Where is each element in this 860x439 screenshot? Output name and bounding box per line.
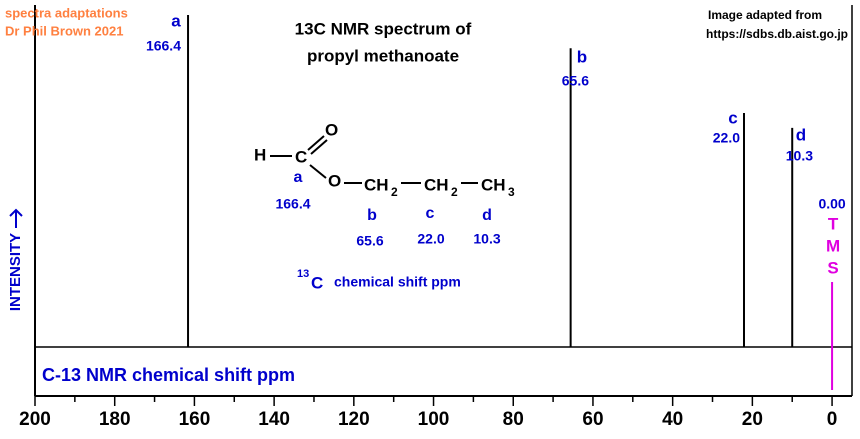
x-tick-label: 60 (582, 409, 603, 430)
credit: spectra adaptations (5, 5, 128, 20)
reference-label: 0.00 (818, 196, 845, 212)
reference-letter: T (828, 214, 839, 233)
carbon-shift: 166.4 (275, 196, 310, 212)
x-tick-label: 180 (99, 409, 131, 430)
x-tick-label: 160 (179, 409, 211, 430)
x-tick-label: 200 (19, 409, 51, 430)
peak-letter: b (577, 47, 587, 66)
source: Image adapted from (708, 8, 822, 22)
atom: H (254, 145, 266, 164)
x-tick-label: 100 (418, 409, 450, 430)
carbon-letter: c (426, 205, 435, 222)
carbon-letter: b (367, 207, 377, 224)
structure-labels: a b c d 166.4 65.6 22.0 10.3 13 C chemic… (275, 169, 500, 292)
caption-element: C (311, 273, 323, 292)
carbon-letter: d (482, 207, 492, 224)
subscript: 3 (508, 185, 515, 199)
bond (310, 139, 328, 155)
peak-letter: a (171, 11, 181, 30)
carbon-shift: 22.0 (417, 231, 444, 247)
carbon-letter: a (294, 169, 303, 186)
atom: O (328, 171, 341, 190)
x-tick-label: 0 (827, 409, 838, 430)
atom: CH (424, 175, 449, 194)
caption-superscript: 13 (297, 268, 309, 280)
carbon-shift: 65.6 (356, 233, 383, 249)
caption: chemical shift ppm (334, 274, 461, 290)
subscript: 2 (451, 185, 458, 199)
atom: CH (364, 175, 389, 194)
chart-title: 13C NMR spectrum of (295, 19, 472, 38)
structure: H C O O CH 2 CH 2 CH 3 (254, 120, 515, 199)
peak-shift: 10.3 (786, 148, 813, 164)
bond (309, 164, 327, 179)
subscript: 2 (391, 185, 398, 199)
x-axis-label: C-13 NMR chemical shift ppm (42, 365, 295, 385)
atom: CH (481, 175, 506, 194)
x-tick-label: 20 (742, 409, 763, 430)
credit: Dr Phil Brown 2021 (5, 23, 123, 38)
x-tick-label: 80 (503, 409, 524, 430)
x-tick-label: 120 (338, 409, 370, 430)
x-tick-label: 140 (258, 409, 290, 430)
y-arrow (9, 208, 23, 228)
peak-letter: d (796, 125, 806, 144)
bond (307, 135, 325, 151)
atom: C (295, 147, 307, 166)
reference-letter: S (827, 258, 838, 277)
x-tick-label: 40 (662, 409, 683, 430)
y-axis-label: INTENSITY (7, 233, 24, 311)
chart-title: propyl methanoate (307, 46, 459, 65)
atom: O (325, 120, 338, 139)
peak-shift: 65.6 (562, 73, 589, 89)
reference-letter: M (826, 236, 840, 255)
peak-letter: c (728, 108, 737, 127)
source: https://sdbs.db.aist.go.jp (706, 27, 848, 41)
peak-shift: 166.4 (146, 38, 181, 54)
peak-shift: 22.0 (713, 130, 740, 146)
carbon-shift: 10.3 (473, 231, 500, 247)
